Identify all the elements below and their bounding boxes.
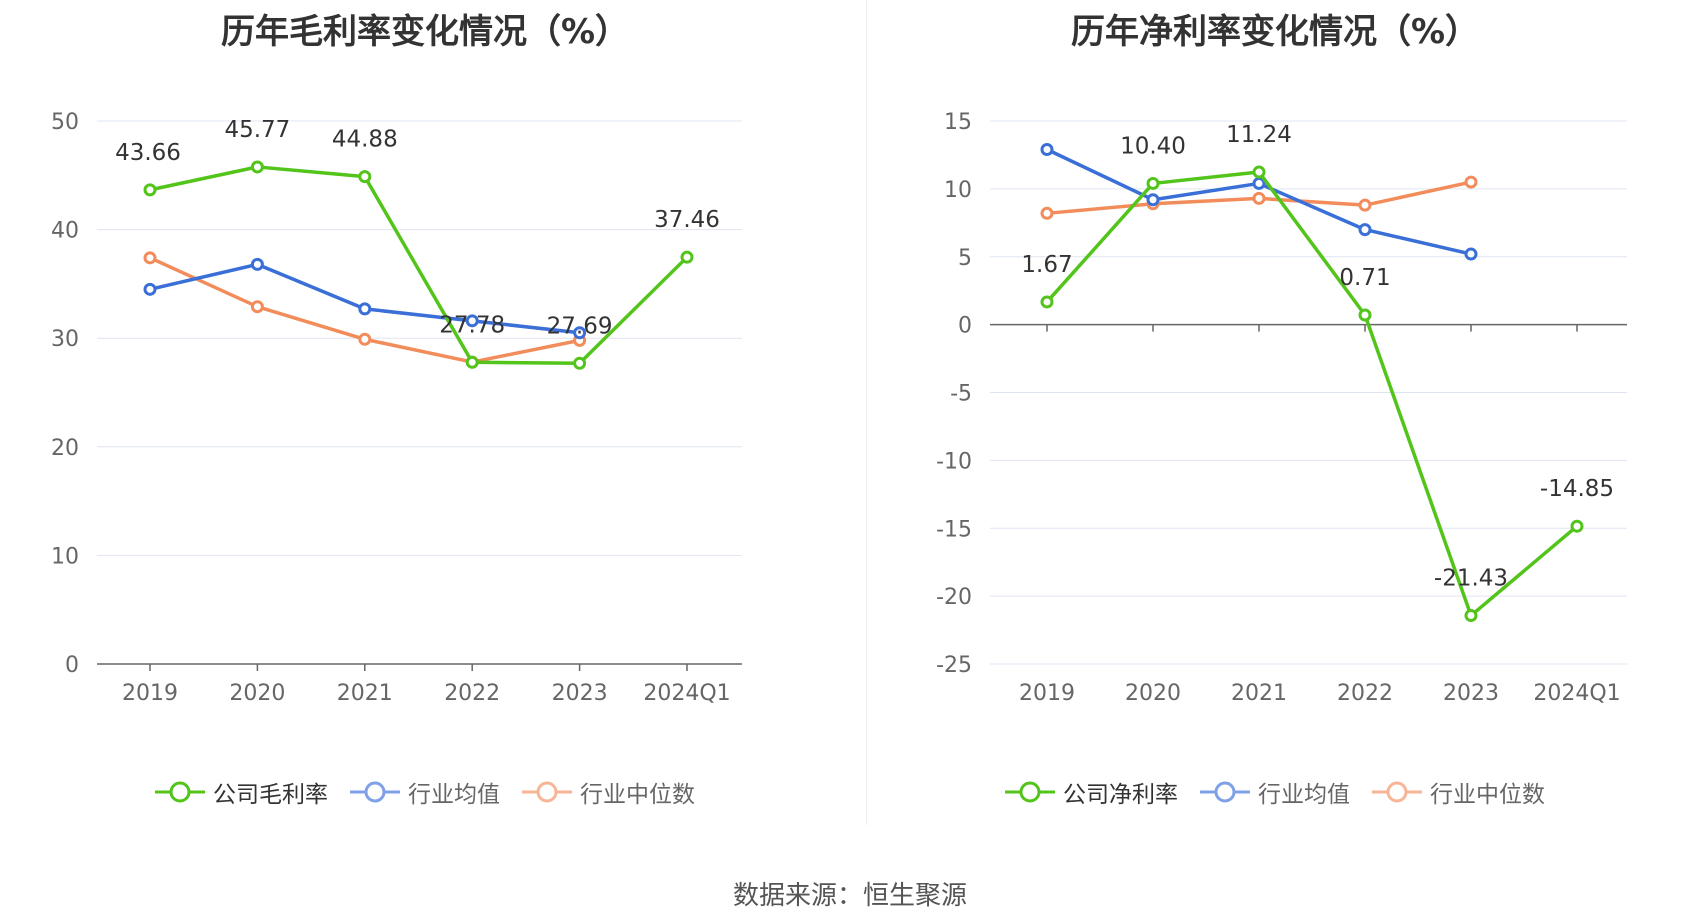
data-point[interactable] [1570, 519, 1584, 533]
legend-label: 公司毛利率 [213, 782, 328, 808]
data-source-note: 数据来源：恒生聚源 [732, 881, 967, 911]
y-tick-label: 0 [958, 314, 972, 339]
x-tick-label: 2023 [1443, 681, 1499, 706]
y-tick-label: 10 [51, 544, 79, 569]
legend-blue-line-icon [1200, 781, 1250, 803]
legend-label: 行业均值 [408, 782, 500, 808]
x-tick-label: 2023 [552, 681, 608, 706]
data-label: 0.71 [1339, 265, 1390, 291]
data-point[interactable] [1252, 176, 1266, 190]
legend-label: 行业中位数 [580, 782, 695, 808]
data-label: 11.24 [1226, 122, 1292, 148]
data-point[interactable] [1464, 609, 1478, 623]
net-margin-chart-panel: 历年净利率变化情况（%） -25 -20 -15 -10 -5 0 5 10 15 2019 202… [850, 0, 1700, 830]
gross-margin-chart-plot: 0 10 20 30 40 50 2019 2020 2021 2022 2023 2024Q1 43.… [51, 110, 742, 706]
x-tick-label: 2019 [122, 681, 178, 706]
y-tick-label: -15 [936, 517, 972, 542]
data-label: 1.67 [1021, 252, 1072, 278]
gross-margin-legend: 公司毛利率 行业均值 行业中位数 [0, 775, 850, 809]
data-point[interactable] [1358, 223, 1372, 237]
data-point[interactable] [358, 302, 372, 316]
legend-item-company-gross-margin[interactable]: 公司毛利率 [155, 775, 328, 809]
legend-label: 行业中位数 [1430, 782, 1545, 808]
data-point[interactable] [1040, 143, 1054, 157]
x-tick-label: 2020 [229, 681, 285, 706]
x-tick-label: 2022 [1337, 681, 1393, 706]
data-label: 43.66 [115, 140, 181, 166]
net-margin-legend: 公司净利率 行业均值 行业中位数 [850, 775, 1700, 809]
data-point[interactable] [1252, 165, 1266, 179]
y-tick-label: 5 [958, 246, 972, 271]
y-tick-label: -20 [936, 585, 972, 610]
data-point[interactable] [358, 332, 372, 346]
data-point[interactable] [1040, 206, 1054, 220]
y-tick-label: 30 [51, 327, 79, 352]
series-line-company [1045, 170, 1579, 618]
data-label: 44.88 [332, 127, 398, 153]
data-point[interactable] [250, 257, 264, 271]
y-tick-label: 40 [51, 219, 79, 244]
y-tick-label: 0 [65, 653, 79, 678]
data-label: 37.46 [654, 207, 720, 233]
data-point[interactable] [1040, 295, 1054, 309]
y-tick-label: 15 [944, 110, 972, 135]
gross-margin-chart-panel: 历年毛利率变化情况（%） 0 10 20 30 40 50 2019 2020 2021 2022… [0, 0, 850, 830]
legend-item-industry-median[interactable]: 行业中位数 [522, 775, 695, 809]
y-tick-label: -25 [936, 653, 972, 678]
panel-divider [866, 0, 867, 825]
y-tick-label: -10 [936, 449, 972, 474]
series-line-industry-average [149, 262, 580, 335]
legend-orange-line-icon [522, 781, 572, 803]
legend-item-industry-average[interactable]: 行业均值 [1200, 775, 1350, 809]
y-tick-label: -5 [950, 382, 972, 407]
y-tick-label: 20 [51, 436, 79, 461]
x-tick-label: 2024Q1 [643, 681, 730, 706]
data-point[interactable] [1252, 191, 1266, 205]
gross-margin-chart-title: 历年毛利率变化情况（%） [220, 12, 630, 52]
net-margin-chart-title: 历年净利率变化情况（%） [1070, 12, 1480, 52]
x-tick-label: 2024Q1 [1533, 681, 1620, 706]
legend-blue-line-icon [350, 781, 400, 803]
data-point[interactable] [250, 300, 264, 314]
data-point[interactable] [1358, 308, 1372, 322]
legend-item-industry-median[interactable]: 行业中位数 [1372, 775, 1545, 809]
x-tick-label: 2022 [444, 681, 500, 706]
x-tick-label: 2021 [337, 681, 393, 706]
legend-item-industry-average[interactable]: 行业均值 [350, 775, 500, 809]
data-label: 10.40 [1120, 133, 1186, 159]
data-point[interactable] [358, 170, 372, 184]
data-point[interactable] [573, 356, 587, 370]
data-label: -14.85 [1540, 476, 1614, 502]
data-label: 45.77 [224, 117, 290, 143]
data-point[interactable] [1146, 176, 1160, 190]
x-tick-label: 2021 [1231, 681, 1287, 706]
y-tick-label: 50 [51, 110, 79, 135]
data-point[interactable] [573, 326, 587, 340]
x-tick-label: 2020 [1125, 681, 1181, 706]
data-point[interactable] [250, 160, 264, 174]
data-point[interactable] [1358, 198, 1372, 212]
data-point[interactable] [465, 355, 479, 369]
legend-label: 行业均值 [1258, 782, 1350, 808]
data-point[interactable] [465, 314, 479, 328]
data-point[interactable] [680, 250, 694, 264]
series-line-company [149, 165, 689, 366]
data-label: -21.43 [1434, 566, 1508, 592]
data-point[interactable] [1146, 193, 1160, 207]
data-point[interactable] [143, 282, 157, 296]
data-point[interactable] [1464, 247, 1478, 261]
data-label: 27.69 [547, 313, 613, 339]
legend-label: 公司净利率 [1063, 782, 1178, 808]
net-margin-chart-plot: -25 -20 -15 -10 -5 0 5 10 15 2019 2020 2021 2022 2023… [936, 110, 1627, 706]
legend-item-company-net-margin[interactable]: 公司净利率 [1005, 775, 1178, 809]
data-label: 27.78 [439, 312, 505, 338]
legend-green-line-icon [1005, 781, 1055, 803]
legend-orange-line-icon [1372, 781, 1422, 803]
data-point[interactable] [143, 183, 157, 197]
x-tick-label: 2019 [1019, 681, 1075, 706]
data-point[interactable] [1464, 175, 1478, 189]
data-point[interactable] [143, 251, 157, 265]
legend-green-line-icon [155, 781, 205, 803]
y-tick-label: 10 [944, 178, 972, 203]
